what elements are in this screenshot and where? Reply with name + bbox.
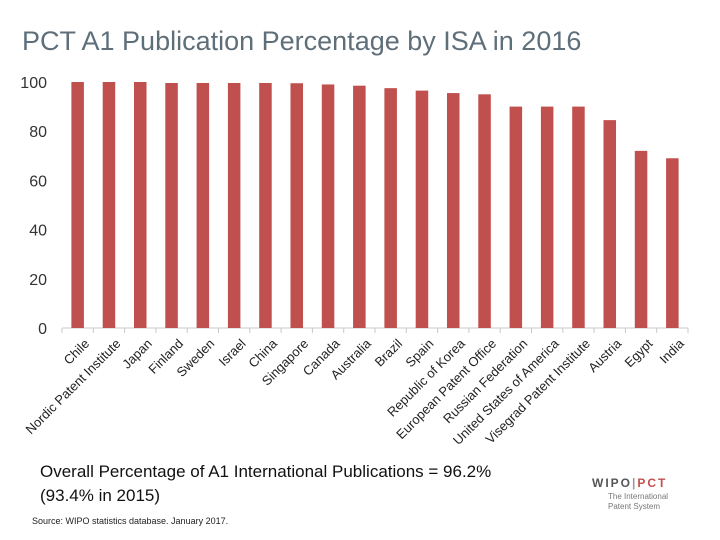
x-tick-label: Brazil — [372, 336, 406, 370]
logo-tagline-1: The International — [608, 492, 669, 501]
bar — [259, 82, 272, 328]
bar — [102, 82, 116, 328]
bar — [290, 83, 304, 328]
bar — [446, 93, 460, 328]
bar — [384, 88, 397, 329]
bar — [540, 106, 554, 328]
x-tick-label: Egypt — [621, 336, 655, 370]
x-tick-label: India — [656, 335, 687, 366]
summary-text: Overall Percentage of A1 International P… — [40, 460, 491, 508]
bar — [634, 150, 648, 328]
summary-line-1: Overall Percentage of A1 International P… — [40, 462, 492, 481]
logo-wipo: WIPO — [592, 476, 632, 490]
y-tick-label: 100 — [20, 75, 47, 92]
bar — [165, 82, 178, 328]
bar — [415, 90, 429, 328]
logo-separator: | — [632, 476, 638, 490]
logo-tagline-2: Patent System — [608, 502, 661, 511]
summary-line-2: (93.4% in 2015) — [40, 486, 161, 505]
x-tick-label: Israel — [216, 336, 249, 369]
y-tick-label: 20 — [29, 272, 47, 289]
y-tick-label: 80 — [29, 124, 47, 141]
bar — [478, 94, 491, 328]
source-note: Source: WIPO statistics database. Januar… — [32, 516, 229, 526]
bar — [603, 120, 617, 328]
y-tick-label: 0 — [38, 321, 47, 338]
chart-title: PCT A1 Publication Percentage by ISA in … — [22, 26, 582, 56]
bar — [133, 82, 147, 328]
y-tick-label: 60 — [29, 173, 47, 190]
bar — [321, 84, 335, 329]
logo-wordmark: WIPO|PCT — [592, 476, 667, 490]
bar — [353, 85, 366, 328]
wipo-pct-logo: WIPO|PCT The International Patent System — [592, 476, 702, 512]
bar — [572, 106, 585, 328]
bar — [71, 82, 84, 328]
x-tick-label: Austria — [585, 335, 625, 375]
y-tick-label: 40 — [29, 223, 47, 240]
bar — [509, 106, 523, 328]
bar — [196, 82, 210, 328]
bar — [666, 158, 679, 328]
bar — [227, 82, 241, 328]
logo-pct: PCT — [637, 476, 668, 490]
